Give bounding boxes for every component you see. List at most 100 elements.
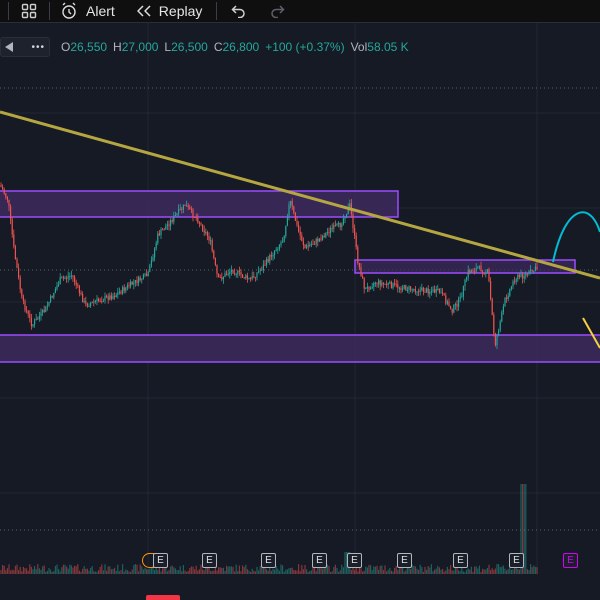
volume-bar xyxy=(414,566,416,574)
earnings-marker[interactable]: E xyxy=(153,553,168,568)
collapse-arrow-icon[interactable] xyxy=(3,41,15,53)
candle-body xyxy=(133,282,135,285)
candle-body xyxy=(69,275,71,277)
support-zone[interactable] xyxy=(0,334,600,363)
volume-key: Vol xyxy=(350,40,368,54)
candle-body xyxy=(366,286,368,289)
volume-bar xyxy=(506,570,508,574)
volume-bar xyxy=(134,564,136,574)
earnings-marker[interactable]: E xyxy=(261,553,276,568)
volume-bar xyxy=(162,568,164,574)
candle-body xyxy=(142,274,144,280)
candle-body xyxy=(10,206,12,220)
candle-body xyxy=(469,270,471,273)
earnings-marker[interactable]: E xyxy=(312,553,327,568)
projection-path-down[interactable] xyxy=(582,317,600,349)
volume-bar xyxy=(21,571,23,574)
alert-button[interactable]: Alert xyxy=(50,0,125,22)
volume-series xyxy=(0,484,538,574)
candle-body xyxy=(99,300,101,302)
candle-body xyxy=(171,220,173,222)
candle-body xyxy=(434,289,436,293)
volume-bar xyxy=(186,571,188,574)
volume-bar xyxy=(227,566,229,574)
candle-body xyxy=(499,321,501,331)
candle-body xyxy=(491,298,493,315)
candle-body xyxy=(51,296,53,298)
volume-bar xyxy=(450,564,452,574)
volume-bar xyxy=(384,565,386,574)
volume-bar xyxy=(34,566,36,574)
volume-bar xyxy=(202,569,204,574)
volume-bar xyxy=(94,571,96,574)
series-controls[interactable]: ••• xyxy=(0,37,50,57)
candle-body xyxy=(298,224,300,232)
candle-body xyxy=(264,264,266,266)
volume-bar xyxy=(150,567,152,574)
candle-body xyxy=(195,217,197,219)
candle-body xyxy=(344,217,346,219)
grid-layout-icon xyxy=(21,3,37,19)
volume-bar xyxy=(195,565,197,574)
volume-bar xyxy=(245,564,247,574)
replay-button[interactable]: Replay xyxy=(125,0,211,22)
earnings-marker[interactable]: E xyxy=(453,553,468,568)
volume-bar xyxy=(331,571,333,574)
more-options-icon[interactable]: ••• xyxy=(31,41,45,53)
candlestick-series xyxy=(0,182,538,350)
candle-body xyxy=(478,265,480,268)
earnings-marker[interactable]: E xyxy=(347,553,362,568)
redo-button[interactable] xyxy=(259,0,295,22)
volume-bar xyxy=(456,566,458,574)
volume-bar xyxy=(346,552,348,574)
volume-bar xyxy=(406,567,408,574)
volume-bar xyxy=(99,566,101,574)
candle-body xyxy=(221,277,223,280)
volume-bar xyxy=(90,567,92,574)
candle-body xyxy=(179,208,181,210)
volume-bar xyxy=(318,564,320,574)
earnings-marker[interactable]: E xyxy=(509,553,524,568)
toolbar-divider xyxy=(216,2,218,20)
resistance-zone-upper[interactable] xyxy=(0,190,399,218)
candle-body xyxy=(253,276,255,278)
volume-bar xyxy=(507,569,509,574)
descending-trendline[interactable] xyxy=(0,110,600,280)
volume-bar xyxy=(226,565,228,574)
candle-body xyxy=(54,289,56,294)
candle-body xyxy=(14,246,16,260)
chart-area[interactable]: ••• O 26,550 H 27,000 L 26,500 C 26,800 … xyxy=(0,23,600,600)
candle-body xyxy=(224,273,226,277)
candle-body xyxy=(216,264,218,275)
candle-body xyxy=(427,288,429,294)
volume-bar xyxy=(208,567,210,574)
volume-bar xyxy=(83,566,85,574)
earnings-marker-upcoming[interactable]: E xyxy=(563,553,578,568)
candle-body xyxy=(110,295,112,299)
candle-body xyxy=(3,189,5,194)
candle-body xyxy=(232,269,234,274)
undo-button[interactable] xyxy=(217,0,259,22)
candle-body xyxy=(160,229,162,236)
candle-body xyxy=(442,292,444,294)
candle-body xyxy=(80,293,82,295)
candle-body xyxy=(291,200,293,207)
candle-body xyxy=(74,276,76,282)
candle-body xyxy=(507,295,509,299)
projection-path-up[interactable] xyxy=(552,211,600,263)
volume-bar xyxy=(280,564,282,574)
layout-button[interactable] xyxy=(9,0,49,22)
candle-body xyxy=(365,288,367,290)
candle-body xyxy=(486,269,488,273)
volume-bar xyxy=(139,564,141,574)
candle-body xyxy=(419,289,421,292)
volume-bar xyxy=(210,571,212,574)
candle-body xyxy=(474,271,476,273)
resistance-zone-right[interactable] xyxy=(354,259,576,274)
candle-body xyxy=(520,274,522,277)
candle-body xyxy=(34,320,36,325)
volume-bar xyxy=(282,565,284,574)
candle-body xyxy=(130,281,132,287)
earnings-marker[interactable]: E xyxy=(202,553,217,568)
earnings-marker[interactable]: E xyxy=(397,553,412,568)
